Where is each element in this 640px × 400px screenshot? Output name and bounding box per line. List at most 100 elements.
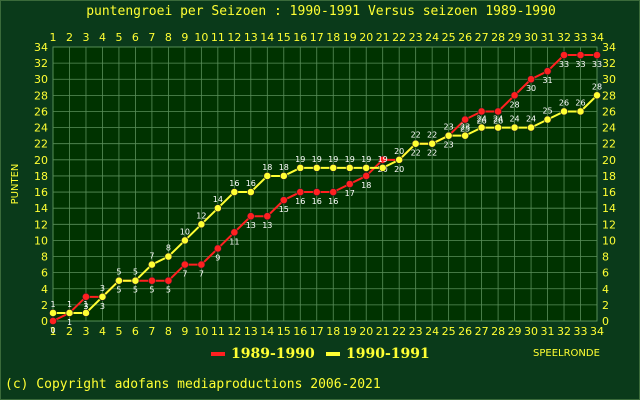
data-label-2: 14	[213, 195, 223, 204]
data-point-2	[593, 91, 601, 100]
y-tick-label-right: 34	[602, 41, 616, 54]
data-label-1: 33	[575, 60, 585, 69]
x-tick-label-top: 3	[82, 31, 89, 44]
y-tick-label-left: 4	[41, 283, 48, 296]
x-tick-label-bottom: 13	[244, 325, 258, 338]
data-label-2: 12	[196, 211, 206, 220]
data-point-2	[82, 309, 90, 317]
y-tick-label-left: 2	[41, 299, 48, 312]
x-tick-label-top: 34	[590, 31, 604, 44]
legend-label-2: 1990-1991	[346, 346, 430, 362]
x-tick-label-bottom: 11	[211, 325, 225, 338]
x-tick-label-bottom: 22	[392, 325, 406, 338]
y-tick-label-right: 6	[602, 267, 609, 280]
y-tick-label-left: 14	[34, 202, 48, 215]
data-point-2	[510, 123, 519, 132]
data-point-1	[477, 107, 486, 116]
data-label-2: 22	[411, 131, 421, 140]
y-tick-label-left: 8	[41, 251, 48, 264]
legend-label-1: 1989-1990	[231, 346, 315, 362]
data-label-1: 3	[100, 302, 105, 311]
y-tick-label-right: 22	[602, 138, 616, 151]
data-label-2: 19	[328, 155, 338, 164]
data-label-1: 5	[116, 286, 121, 295]
legend-entry-2: 1990-1991	[326, 346, 430, 362]
x-tick-label-top: 14	[260, 31, 274, 44]
x-tick-label-top: 15	[277, 31, 291, 44]
data-label-1: 23	[444, 141, 454, 150]
data-point-2	[279, 172, 288, 180]
y-tick-label-left: 32	[34, 57, 48, 70]
data-point-2	[411, 139, 420, 148]
x-tick-label-bottom: 1	[50, 325, 57, 338]
data-label-1: 33	[592, 60, 602, 69]
data-point-2	[345, 163, 354, 172]
data-label-2: 28	[592, 82, 602, 91]
y-tick-label-left: 20	[34, 154, 48, 167]
x-tick-label-bottom: 24	[425, 325, 439, 338]
data-label-2: 19	[361, 155, 371, 164]
x-tick-label-bottom: 34	[590, 325, 604, 338]
data-point-1	[279, 196, 288, 205]
data-point-1	[362, 172, 371, 180]
x-tick-label-top: 22	[392, 31, 406, 44]
data-label-2: 16	[246, 179, 256, 188]
x-tick-label-top: 27	[475, 31, 489, 44]
x-tick-label-top: 8	[165, 31, 172, 44]
data-label-2: 5	[116, 268, 121, 277]
legend-marker-1	[211, 352, 225, 356]
data-label-1: 5	[133, 286, 138, 295]
data-label-2: 1	[67, 300, 72, 309]
data-label-2: 25	[542, 107, 552, 116]
y-tick-label-right: 4	[602, 283, 609, 296]
y-tick-label-right: 14	[602, 202, 616, 215]
x-tick-label-bottom: 26	[458, 325, 472, 338]
data-point-2	[197, 220, 206, 229]
x-tick-label-bottom: 8	[165, 325, 172, 338]
x-tick-label-top: 26	[458, 31, 472, 44]
x-tick-label-bottom: 23	[409, 325, 423, 338]
data-point-2	[98, 292, 107, 301]
data-label-1: 17	[345, 189, 355, 198]
data-label-1: 33	[559, 60, 569, 69]
x-tick-label-top: 7	[148, 31, 155, 44]
data-point-1	[164, 276, 173, 285]
data-label-2: 16	[229, 179, 239, 188]
y-tick-label-left: 0	[41, 315, 48, 328]
data-label-1: 13	[246, 221, 256, 230]
data-point-2	[312, 163, 321, 172]
x-tick-label-top: 11	[211, 31, 225, 44]
data-label-1: 16	[312, 197, 322, 206]
data-point-2	[296, 163, 305, 172]
x-tick-label-top: 1	[50, 31, 57, 44]
data-label-1: 5	[166, 286, 171, 295]
data-label-2: 18	[262, 163, 272, 172]
data-point-1	[263, 212, 272, 221]
y-tick-label-left: 26	[34, 105, 48, 118]
data-point-1	[378, 155, 387, 164]
x-tick-label-bottom: 33	[574, 325, 588, 338]
x-tick-label-bottom: 17	[310, 325, 324, 338]
data-point-1	[148, 276, 156, 285]
x-tick-label-bottom: 21	[376, 325, 390, 338]
data-point-1	[576, 51, 585, 59]
y-tick-label-right: 26	[602, 105, 616, 118]
x-tick-label-bottom: 12	[227, 325, 241, 338]
data-label-2: 24	[477, 115, 487, 124]
x-tick-label-bottom: 3	[82, 325, 89, 338]
y-tick-label-right: 16	[602, 186, 616, 199]
data-label-1: 26	[493, 116, 503, 125]
x-tick-label-top: 13	[244, 31, 258, 44]
x-tick-label-top: 4	[99, 31, 106, 44]
x-tick-label-bottom: 32	[557, 325, 571, 338]
x-tick-label-top: 24	[425, 31, 439, 44]
x-tick-label-bottom: 27	[475, 325, 489, 338]
series-line-1	[52, 54, 597, 322]
data-point-2	[164, 252, 173, 261]
y-tick-label-left: 12	[34, 218, 48, 231]
data-label-2: 26	[559, 98, 569, 107]
x-tick-label-top: 25	[442, 31, 456, 44]
data-label-2: 8	[166, 244, 171, 253]
x-tick-label-bottom: 30	[524, 325, 538, 338]
